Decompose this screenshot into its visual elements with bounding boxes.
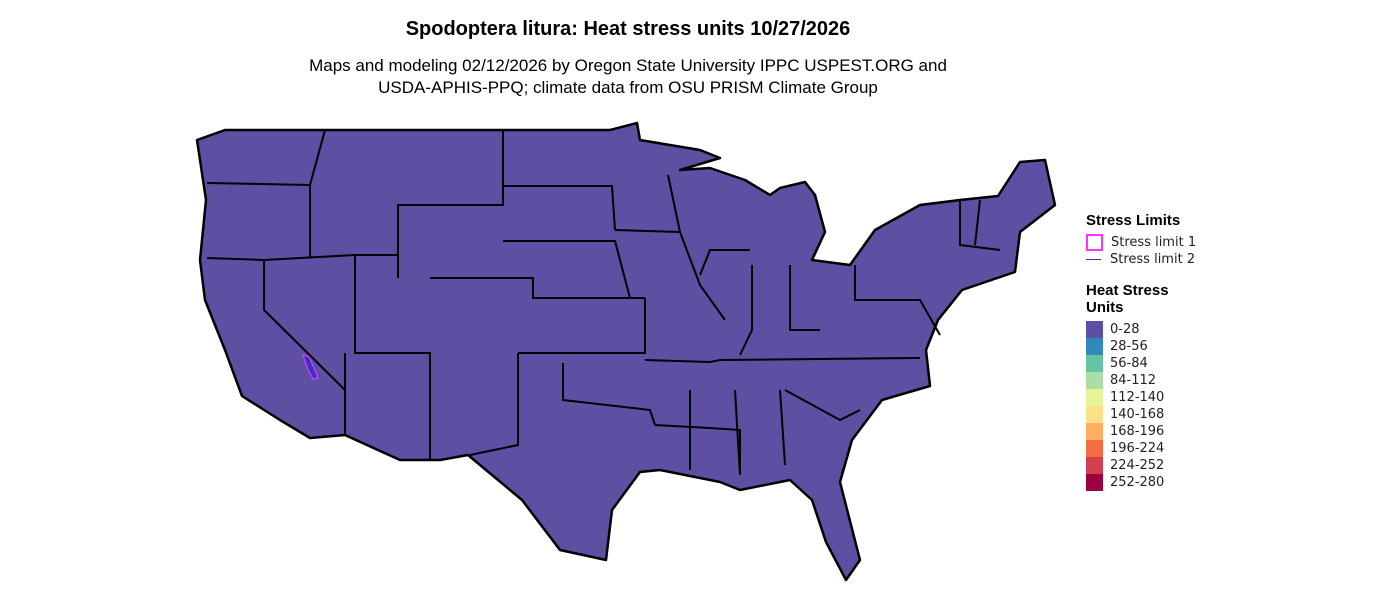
legend-class: 112-140 (1086, 389, 1196, 406)
stress-limit-2-label: Stress limit 2 (1110, 252, 1196, 267)
legend-swatch (1086, 423, 1103, 440)
legend: Stress Limits Stress limit 1 Stress limi… (1086, 212, 1196, 491)
legend-swatch (1086, 355, 1103, 372)
heat-title-line-1: Heat Stress (1086, 282, 1169, 299)
legend-class: 196-224 (1086, 440, 1196, 457)
legend-swatch (1086, 372, 1103, 389)
legend-stress-limit-2: Stress limit 2 (1086, 251, 1196, 268)
legend-class: 252-280 (1086, 474, 1196, 491)
legend-class: 140-168 (1086, 406, 1196, 423)
us-outline (195, 121, 1057, 582)
legend-class: 84-112 (1086, 372, 1196, 389)
legend-class-label: 252-280 (1110, 475, 1165, 490)
stress-limit-area (302, 354, 319, 380)
legend-class: 0-28 (1086, 321, 1196, 338)
legend-class: 168-196 (1086, 423, 1196, 440)
legend-swatch (1086, 440, 1103, 457)
map-title: Spodoptera litura: Heat stress units 10/… (405, 18, 851, 40)
state-borders (206, 129, 1001, 476)
legend-class-label: 56-84 (1110, 356, 1148, 371)
legend-swatch (1086, 338, 1103, 355)
legend-class-label: 196-224 (1110, 441, 1165, 456)
legend-swatch (1086, 321, 1103, 338)
legend-class-label: 84-112 (1110, 373, 1157, 388)
legend-class-label: 168-196 (1110, 424, 1165, 439)
stress-limit-2-swatch (1086, 259, 1101, 260)
legend-swatch (1086, 389, 1103, 406)
legend-class: 224-252 (1086, 457, 1196, 474)
heat-stress-classes: 0-28 28-56 56-84 84-112 112-140 140-168 168-19… (1086, 321, 1196, 491)
heat-stress-title: Heat Stress Units (1086, 282, 1196, 316)
legend-stress-limit-1: Stress limit 1 (1086, 234, 1196, 251)
us-map (195, 121, 1057, 582)
stress-limits-title: Stress Limits (1086, 212, 1181, 229)
legend-class: 28-56 (1086, 338, 1196, 355)
stress-limit-1-label: Stress limit 1 (1111, 235, 1197, 250)
legend-class-label: 140-168 (1110, 407, 1165, 422)
legend-class-label: 224-252 (1110, 458, 1165, 473)
legend-swatch (1086, 474, 1103, 491)
map-subtitle: Maps and modeling 02/12/2026 by Oregon S… (0, 55, 1256, 99)
legend-swatch (1086, 406, 1103, 423)
legend-class-label: 112-140 (1110, 390, 1165, 405)
stress-limit-1-swatch (1086, 234, 1103, 251)
legend-class-label: 28-56 (1110, 339, 1148, 354)
subtitle-line-2: USDA-APHIS-PPQ; climate data from OSU PR… (378, 78, 878, 97)
legend-swatch (1086, 457, 1103, 474)
legend-class-label: 0-28 (1110, 322, 1140, 337)
subtitle-line-1: Maps and modeling 02/12/2026 by Oregon S… (309, 56, 947, 75)
legend-class: 56-84 (1086, 355, 1196, 372)
heat-title-line-2: Units (1086, 299, 1124, 316)
